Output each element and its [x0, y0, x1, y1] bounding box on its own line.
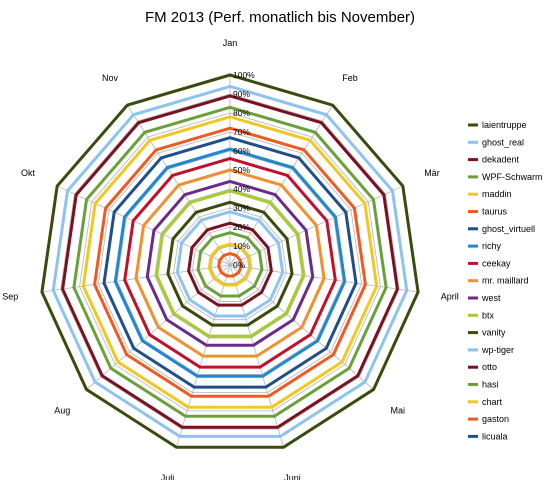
series-line — [134, 168, 326, 358]
category-label: Okt — [21, 168, 36, 178]
legend-label: richy — [482, 241, 502, 251]
legend-label: licuala — [482, 431, 508, 441]
legend-label: laientruppe — [482, 120, 527, 130]
radial-tick-label: 50% — [233, 165, 250, 175]
legend-label: ghost_virtuell — [482, 224, 535, 234]
radial-tick-label: 80% — [233, 108, 250, 118]
legend-label: gaston — [482, 414, 509, 424]
radial-tick-label: 70% — [233, 127, 250, 137]
series-line — [155, 189, 305, 338]
category-labels: Jan Feb Mär April Mai Juni Juli Aug Sep Okt Nov — [2, 38, 458, 480]
category-label: Sep — [2, 292, 18, 302]
chart-title: FM 2013 (Perf. monatlich bis November) — [145, 9, 415, 26]
legend-label: chart — [482, 397, 503, 407]
category-label: April — [441, 292, 459, 302]
legend-label: dekadent — [482, 155, 520, 165]
legend-label: west — [481, 293, 501, 303]
legend-label: btx — [482, 310, 495, 320]
legend-label: wp-tiger — [481, 345, 514, 355]
series-line — [93, 126, 367, 398]
series-line — [81, 115, 379, 409]
radial-tick-label: 60% — [233, 146, 250, 156]
category-label: Mai — [391, 405, 406, 415]
category-label: Juli — [161, 473, 175, 480]
radial-tick-label: 90% — [233, 89, 250, 99]
legend-label: taurus — [482, 207, 508, 217]
radial-tick-label: 0% — [233, 260, 246, 270]
category-label: Juni — [284, 473, 301, 480]
legend-label: ghost_real — [482, 137, 524, 147]
category-label: Nov — [102, 73, 119, 83]
legend-label: WPF-Schwarm — [482, 172, 543, 182]
series-line — [175, 210, 285, 318]
series-line — [217, 252, 243, 278]
series-line — [61, 94, 399, 429]
series-line — [207, 242, 253, 287]
grid-ring — [116, 150, 344, 375]
grid-ring — [154, 188, 306, 339]
legend: laientruppe ghost_real dekadent WPF-Schwarm… — [468, 120, 543, 441]
legend-label: hasi — [482, 380, 499, 390]
radial-tick-label: 20% — [233, 222, 250, 232]
series-line — [123, 157, 337, 369]
legend-label: vanity — [482, 328, 506, 338]
legend-label: ceekay — [482, 258, 511, 268]
series-line — [72, 105, 388, 418]
grid-ring — [97, 131, 363, 394]
grid-ring — [79, 112, 381, 412]
radial-tick-label: 30% — [233, 203, 250, 213]
radial-tick-label: 100% — [233, 70, 255, 80]
legend-label: otto — [482, 362, 497, 372]
radial-tick-label: 40% — [233, 184, 250, 194]
radial-tick-labels: 0% 10% 20% 30% 40% 50% 60% 70% 80% 90% 100% — [233, 70, 255, 270]
series-line — [113, 147, 347, 378]
series-line — [51, 84, 409, 438]
category-label: Feb — [342, 73, 358, 83]
legend-label: maddin — [482, 189, 512, 199]
legend-label: mr. maillard — [482, 276, 529, 286]
grid-ring — [210, 245, 250, 284]
series-group — [40, 73, 420, 449]
series-line — [40, 73, 420, 449]
series-line — [102, 136, 358, 389]
grid-ring — [191, 226, 269, 302]
series-line — [145, 179, 315, 347]
category-label: Aug — [54, 405, 70, 415]
series-line — [196, 231, 264, 298]
series-line — [166, 200, 294, 327]
category-label: Mär — [424, 168, 440, 178]
radial-tick-label: 10% — [233, 241, 250, 251]
series-line — [187, 221, 273, 307]
category-label: Jan — [223, 38, 238, 48]
grid-ring — [60, 93, 400, 430]
grid-ring — [173, 207, 287, 321]
